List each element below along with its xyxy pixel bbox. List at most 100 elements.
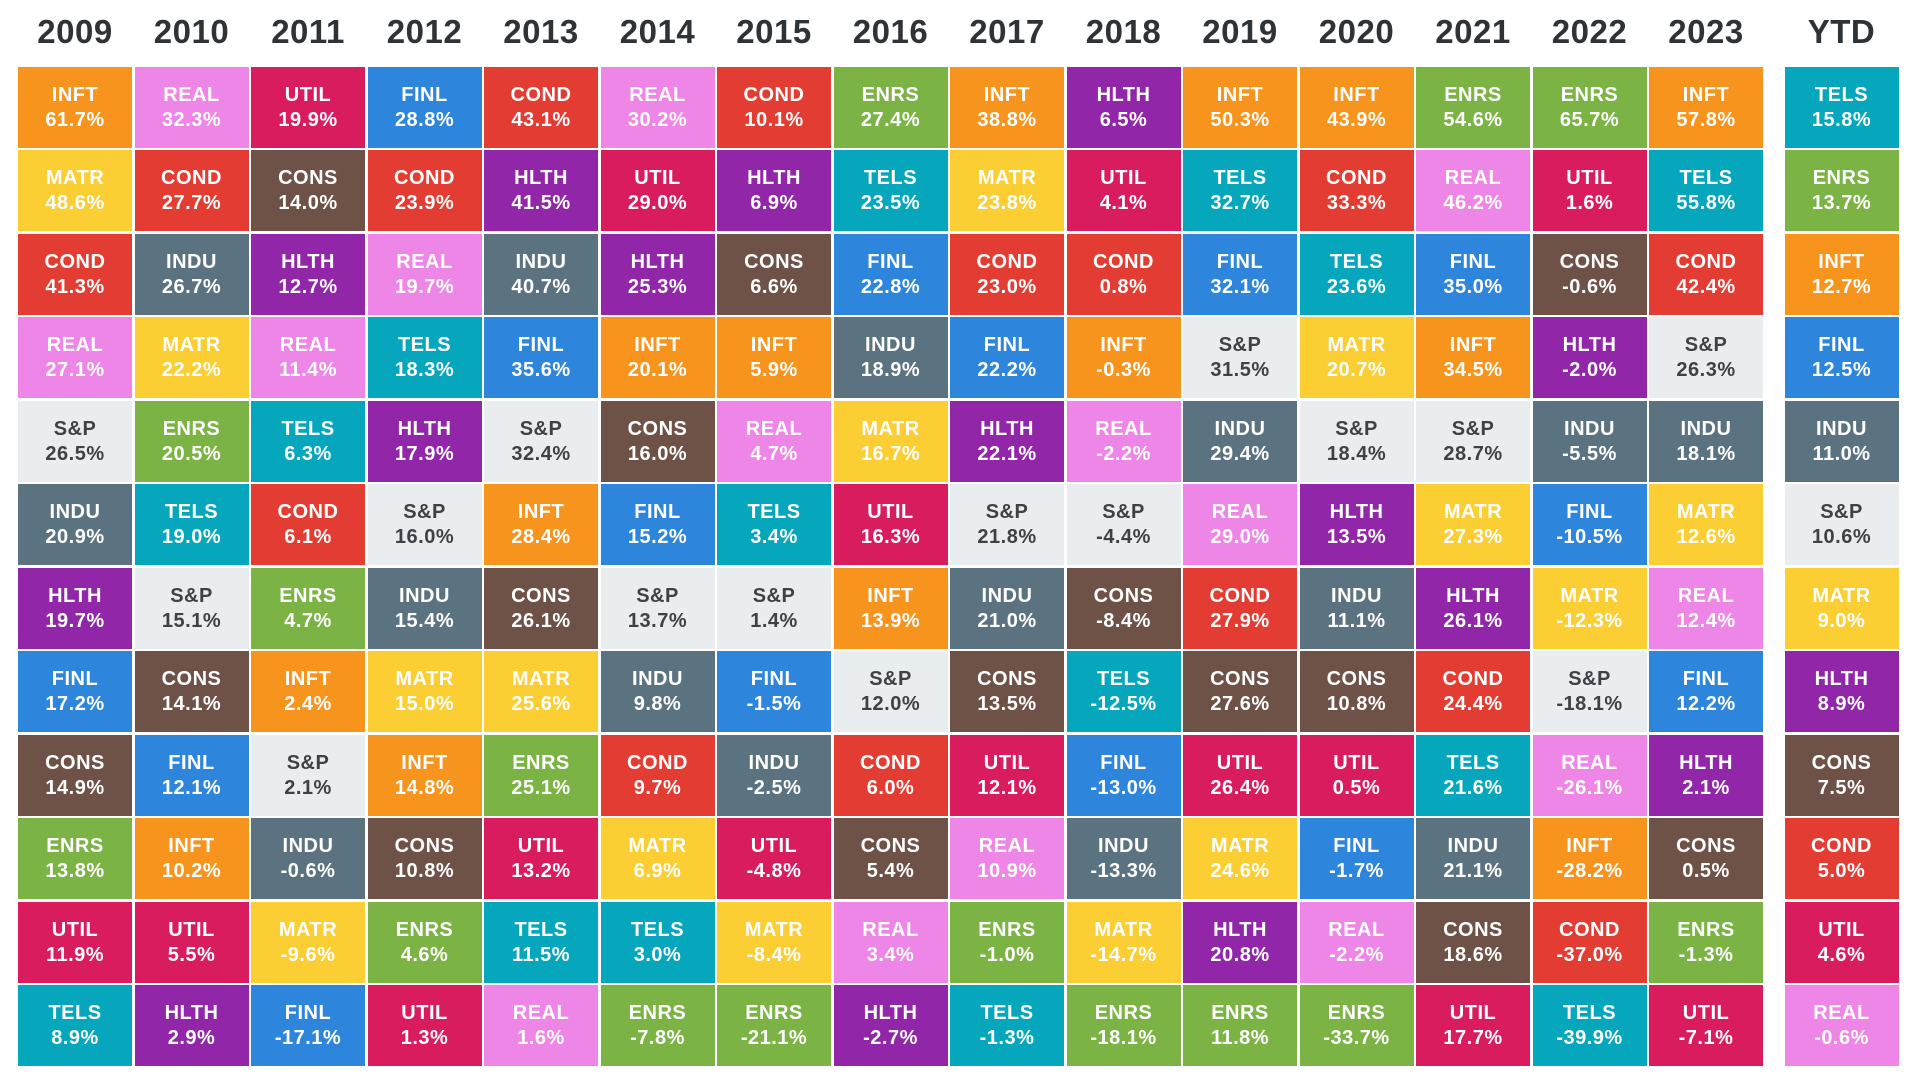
sector-tile: FINL 12.2% — [1649, 651, 1763, 732]
tile-value: 28.4% — [511, 526, 571, 548]
year-header: 2022 — [1551, 13, 1628, 50]
sector-tile: CONS 7.5% — [1784, 734, 1899, 816]
tile-value: 11.8% — [1210, 1027, 1270, 1049]
sector-tile: TELS 11.5% — [484, 901, 598, 983]
sector-tile: INFT 2.4% — [251, 651, 365, 732]
sector-tile: REAL 27.1% — [18, 317, 132, 398]
tile-value: 23.0% — [977, 275, 1037, 298]
sector-tile: INDU -13.3% — [1066, 818, 1181, 899]
tile-value: 16.3% — [860, 526, 921, 548]
tile-value: -0.3% — [1096, 359, 1151, 381]
tile-value: 28.8% — [394, 108, 455, 131]
tile-sector-label: TELS — [281, 417, 335, 440]
tile-sector-label: HLTH — [1096, 83, 1151, 106]
tile-value: 20.9% — [45, 526, 105, 548]
tile-value: 6.5% — [1099, 108, 1148, 131]
tile-sector-label: COND — [277, 501, 339, 523]
sector-tile: INDU 21.0% — [950, 567, 1064, 649]
sector-tile: HLTH 25.3% — [600, 233, 715, 315]
tile-value: 33.3% — [1326, 192, 1387, 214]
tile-sector-label: HLTH — [397, 417, 452, 440]
tile-value: 3.4% — [750, 526, 798, 548]
year-header: 2017 — [969, 13, 1045, 50]
tile-sector-label: ENRS — [628, 1002, 687, 1024]
tile-sector-label: HLTH — [1679, 751, 1733, 774]
sector-tile: COND 23.9% — [367, 150, 482, 231]
tile-sector-label: TELS — [1679, 167, 1733, 189]
sector-tile: UTIL 16.3% — [833, 484, 948, 565]
sector-tile: ENRS -18.1% — [1066, 985, 1181, 1066]
sector-tile: CONS -8.4% — [1066, 567, 1181, 649]
sector-tile: S&P 31.5% — [1183, 317, 1297, 398]
sector-tile: INDU 21.1% — [1416, 818, 1530, 899]
sector-tile: UTIL 12.1% — [950, 734, 1064, 816]
tile-value: 13.7% — [627, 609, 688, 632]
tile-value: 2.4% — [284, 693, 332, 715]
tile-sector-label: TELS — [397, 334, 452, 356]
tile-value: -13.0% — [1090, 776, 1157, 799]
tile-value: 17.9% — [394, 442, 455, 465]
tile-sector-label: TELS — [863, 167, 918, 189]
year-column-2023: 2023 INFT 57.8% TELS 55.8% COND 42.4% S&P 26.3% I… — [1649, 0, 1763, 1066]
tile-sector-label: INDU — [981, 584, 1033, 607]
year-header: 2010 — [153, 13, 230, 50]
tile-value: 13.5% — [1326, 526, 1387, 548]
sector-tile: INFT -28.2% — [1532, 818, 1647, 899]
tile-value: 20.8% — [1210, 943, 1270, 966]
sector-tile: S&P 28.7% — [1416, 400, 1530, 482]
tile-value: 13.2% — [511, 860, 571, 882]
tile-value: 23.8% — [977, 192, 1037, 214]
sector-tile: REAL -26.1% — [1532, 734, 1647, 816]
tile-value: 16.0% — [394, 526, 455, 548]
year-column-2021: 2021 ENRS 54.6% REAL 46.2% FINL 35.0% INFT 34.5%… — [1416, 0, 1530, 1066]
tile-value: 30.2% — [627, 108, 688, 131]
sector-tile: TELS -1.3% — [950, 985, 1064, 1066]
year-column-2022: 2022 ENRS 65.7% UTIL 1.6% CONS -0.6% HLTH -2.0% I… — [1532, 0, 1647, 1066]
tile-value: 15.2% — [627, 526, 688, 548]
tile-value: -33.7% — [1323, 1027, 1390, 1049]
tile-sector-label: CONS — [161, 668, 222, 690]
year-header: 2009 — [37, 13, 113, 50]
tile-value: 43.1% — [511, 108, 571, 131]
sector-tile: S&P 26.3% — [1649, 317, 1763, 398]
tile-sector-label: INDU — [865, 334, 916, 356]
tile-value: 26.7% — [161, 275, 222, 298]
tile-value: 25.3% — [627, 275, 688, 298]
tile-value: -1.5% — [746, 693, 802, 715]
tile-value: 57.8% — [1676, 108, 1736, 131]
sector-tile: UTIL 4.6% — [1784, 901, 1899, 983]
tile-value: 65.7% — [1559, 108, 1620, 131]
tile-sector-label: HLTH — [1329, 501, 1384, 523]
tile-value: 22.2% — [161, 359, 222, 381]
tile-sector-label: CONS — [1443, 918, 1503, 941]
tile-value: 18.4% — [1326, 442, 1387, 465]
sector-tile: UTIL 29.0% — [600, 150, 715, 231]
tile-value: 12.4% — [1676, 609, 1736, 632]
tile-sector-label: TELS — [1213, 167, 1267, 189]
sector-tile: HLTH 8.9% — [1784, 651, 1899, 732]
sector-tile: MATR 12.6% — [1649, 484, 1763, 565]
tile-value: 14.9% — [45, 776, 105, 799]
tile-sector-label: COND — [743, 83, 805, 106]
tile-value: 24.6% — [1210, 860, 1270, 882]
tile-sector-label: INFT — [867, 584, 914, 607]
sector-tile: S&P 18.4% — [1299, 400, 1414, 482]
tile-sector-label: INDU — [282, 835, 334, 857]
sector-tile: S&P -18.1% — [1532, 651, 1647, 732]
sector-tile: INDU 29.4% — [1183, 400, 1297, 482]
tile-value: 25.6% — [511, 693, 571, 715]
tile-value: 27.4% — [860, 108, 921, 131]
tile-sector-label: INFT — [1216, 83, 1264, 106]
tile-sector-label: COND — [1811, 835, 1872, 857]
tile-sector-label: MATR — [1327, 334, 1386, 356]
sector-tile: S&P 26.5% — [18, 400, 132, 482]
tile-sector-label: INDU — [515, 250, 567, 273]
sector-tile: TELS 32.7% — [1183, 150, 1297, 231]
sector-tile: UTIL 1.6% — [1532, 150, 1647, 231]
year-column-2015: 2015 COND 10.1% HLTH 6.9% CONS 6.6% INFT 5.9% REA… — [717, 0, 831, 1066]
tile-sector-label: REAL — [1095, 417, 1152, 440]
tile-sector-label: INDU — [49, 501, 101, 523]
tile-value: -13.3% — [1090, 860, 1157, 882]
tile-value: 11.1% — [1327, 609, 1386, 632]
tile-sector-label: CONS — [860, 835, 921, 857]
